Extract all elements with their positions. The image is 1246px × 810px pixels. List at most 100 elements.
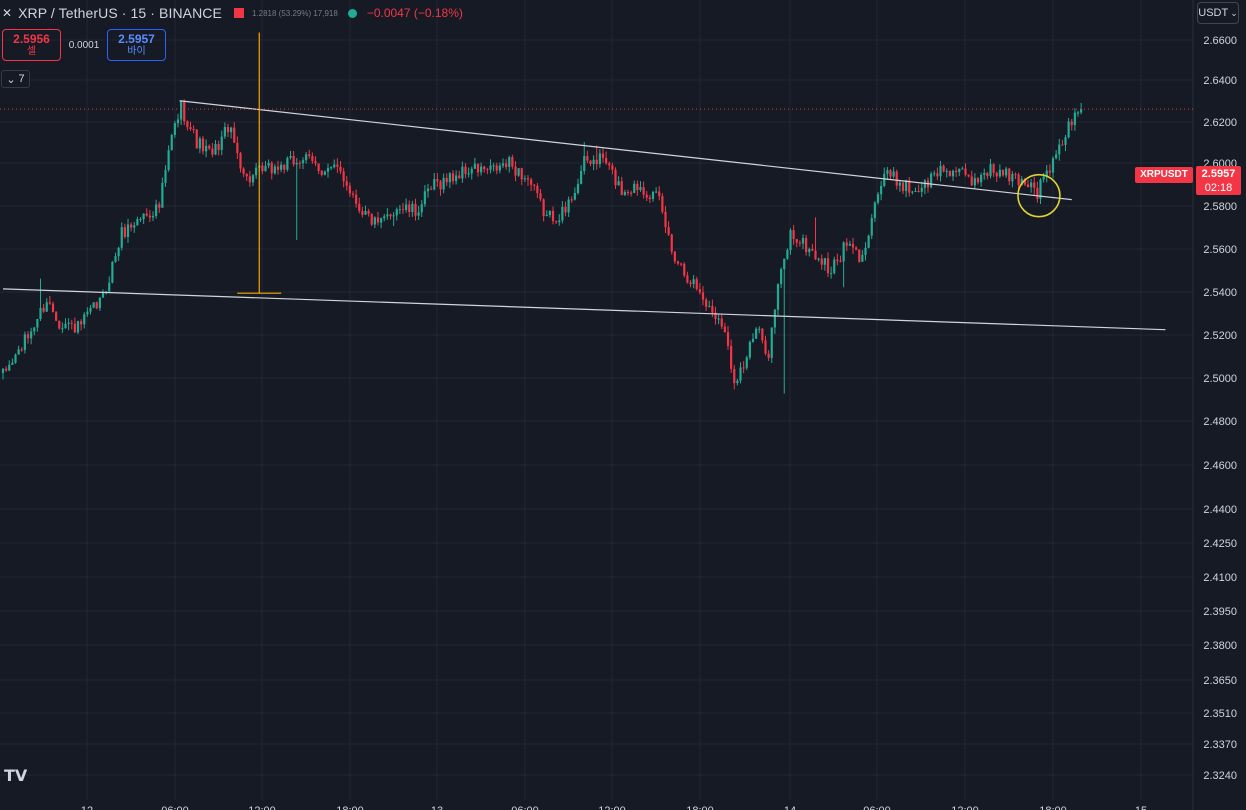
candle [95,301,98,310]
candle [498,162,501,174]
candle-body [320,170,323,175]
candle-body [8,364,11,371]
candle-body [39,307,42,319]
candle [76,320,80,335]
sell-button[interactable]: 2.5956 셀 [2,29,61,61]
eye-icon[interactable] [347,8,357,18]
candle-body [411,203,414,212]
candle-body [876,194,880,203]
candle-body [930,173,933,188]
close-icon[interactable]: ✕ [2,6,13,20]
candle [626,189,630,196]
candle-body [201,138,205,152]
candle-body [661,196,664,212]
candle-body [314,161,317,164]
candle [376,211,380,226]
spread-value: 0.0001 [68,40,100,51]
candle [245,173,248,181]
candle-body [670,234,673,252]
candle-body [461,166,464,179]
candle-body [720,318,723,327]
candle [1008,167,1011,186]
candle-body [17,349,20,355]
candle-body [420,204,423,213]
candle [705,297,708,312]
candle [183,99,186,126]
candle-body [536,185,539,194]
candle [592,155,595,171]
candle [426,183,430,198]
candle-body [451,173,455,182]
candle-body [858,249,861,262]
y-tick-label: 2.6200 [1203,117,1237,129]
candle [217,140,220,156]
candle-body [555,221,558,223]
candle-body [595,159,598,165]
candle-body [798,242,801,244]
candle [86,307,89,317]
tradingview-logo-icon: TV [4,766,28,785]
candle [726,325,730,350]
candle [155,199,158,219]
candle-body [980,174,983,183]
candle-body [470,168,473,174]
candle [676,260,680,266]
candle-body [530,179,533,185]
candle-body [605,157,608,164]
candle-body [608,163,611,166]
candle-body [795,238,798,243]
x-tick-label: 06:00 [863,805,891,810]
candle-body [33,327,36,332]
candle [545,210,548,217]
candle-body [1001,169,1005,176]
y-tick-label: 2.3370 [1203,739,1237,751]
candle-body [345,181,348,186]
candle [383,213,386,222]
candle [223,122,226,139]
y-tick-label: 2.4250 [1203,538,1237,550]
candle [811,243,814,251]
symbol-title[interactable]: XRP / TetherUS · 15 · BINANCE [18,5,222,21]
candle-body [911,191,914,193]
candle-body [495,165,498,171]
candle [605,151,608,165]
candle-body [192,128,195,130]
candle [286,156,289,172]
candle-body [564,206,567,213]
candle-body [692,279,695,285]
buy-button[interactable]: 2.5957 바이 [107,29,166,61]
candle [70,319,73,330]
candle-body [811,248,814,251]
candle [123,223,126,239]
candle [55,310,58,322]
currency-button[interactable]: USDT ⌄ [1197,2,1239,24]
candle [442,173,445,194]
candle-body [364,211,367,215]
candle-body [455,175,458,182]
candle [558,214,561,226]
candle [48,296,51,305]
candle-body [648,197,651,200]
y-tick-label: 2.6600 [1203,35,1237,47]
indicators-toggle[interactable]: ⌄ 7 [1,70,30,88]
candle [42,304,45,313]
candle-body [1064,137,1067,145]
x-tick-label: 14 [784,805,796,810]
candle [673,251,676,264]
candle [783,258,786,394]
candle-body [233,127,236,143]
candle [792,225,795,245]
candle [601,147,605,163]
candle [767,350,770,361]
candle-body [945,170,948,172]
candle-body [1023,178,1026,185]
candle [720,313,723,330]
candle-body [511,157,514,167]
candle [648,194,651,204]
candle-body [598,153,601,165]
candle [164,165,167,187]
candle-body [448,173,451,183]
candle [414,198,417,221]
candle-body [267,162,270,166]
